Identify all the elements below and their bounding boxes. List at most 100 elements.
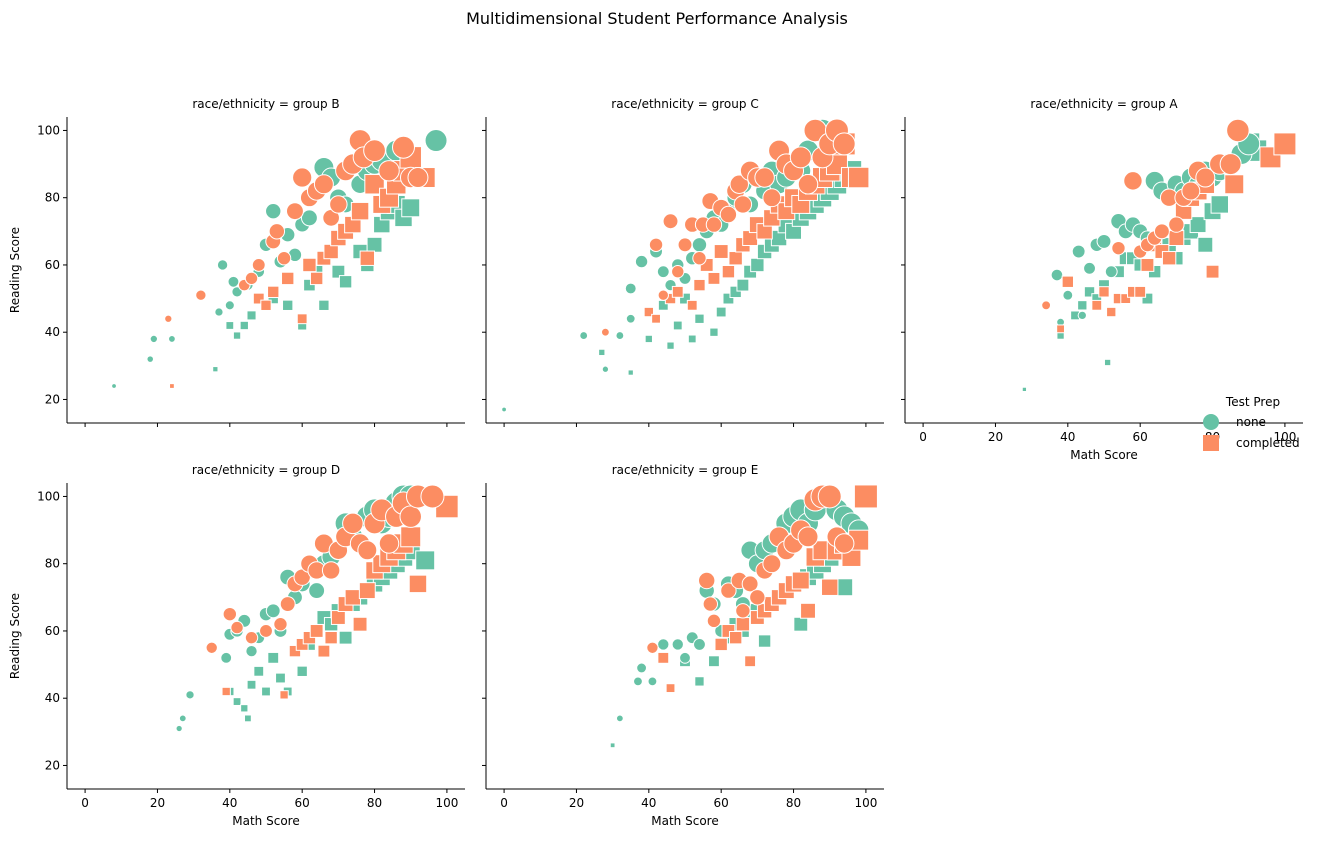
scatter-point-square bbox=[1061, 275, 1074, 288]
scatter-point-square bbox=[366, 236, 383, 253]
scatter-point-square bbox=[323, 243, 339, 260]
facet-title: race/ethnicity = group D bbox=[192, 463, 340, 477]
scatter-point-square bbox=[1098, 286, 1110, 298]
scatter-point-circle bbox=[662, 213, 679, 230]
scatter-point-square bbox=[1120, 293, 1132, 304]
scatter-point-circle bbox=[634, 254, 649, 269]
scatter-point-square bbox=[1189, 216, 1207, 234]
scatter-point-square bbox=[400, 526, 422, 548]
scatter-point-square bbox=[303, 278, 316, 292]
scatter-point-circle bbox=[647, 676, 658, 687]
scatter-point-square bbox=[665, 683, 676, 694]
scatter-point-circle bbox=[719, 205, 738, 224]
scatter-point-square bbox=[309, 624, 324, 638]
scatter-point-square bbox=[729, 285, 742, 299]
scatter-point-square bbox=[279, 690, 289, 700]
scatter-point-square bbox=[687, 334, 697, 344]
legend-label-completed: completed bbox=[1236, 436, 1300, 450]
scatter-point-square bbox=[791, 571, 810, 590]
scatter-point-square bbox=[821, 578, 839, 596]
scatter-point-circle bbox=[691, 237, 708, 253]
scatter-point-square bbox=[694, 313, 705, 324]
scatter-point-square bbox=[715, 306, 727, 318]
scatter-point-circle bbox=[251, 258, 266, 272]
scatter-point-circle bbox=[646, 641, 659, 654]
scatter-point-square bbox=[358, 582, 376, 600]
scatter-point-circle bbox=[321, 561, 341, 580]
x-tick-label: 100 bbox=[1273, 430, 1296, 444]
scatter-point-square bbox=[246, 679, 257, 690]
scatter-point-circle bbox=[342, 512, 364, 535]
legend: Test Prep none completed bbox=[1203, 395, 1300, 451]
y-axis-label: Reading Score bbox=[8, 593, 22, 679]
scatter-point-square bbox=[1197, 236, 1214, 253]
scatter-point-square bbox=[317, 644, 331, 658]
scatter-point-circle bbox=[222, 606, 238, 622]
scatter-point-square bbox=[352, 616, 368, 632]
scatter-point-square bbox=[728, 251, 743, 266]
legend-marker-completed bbox=[1203, 435, 1219, 451]
scatter-points bbox=[1021, 118, 1297, 393]
scatter-point-square bbox=[281, 271, 295, 286]
scatter-point-circle bbox=[268, 223, 286, 240]
scatter-point-square bbox=[295, 637, 309, 651]
scatter-point-circle bbox=[741, 575, 759, 593]
scatter-point-circle bbox=[420, 484, 445, 509]
scatter-point-circle bbox=[615, 331, 625, 340]
scatter-point-square bbox=[1083, 286, 1096, 298]
scatter-point-square bbox=[302, 257, 317, 273]
scatter-point-circle bbox=[1195, 167, 1216, 188]
scatter-point-square bbox=[225, 321, 235, 330]
scatter-point-circle bbox=[313, 174, 334, 195]
scatter-point-circle bbox=[149, 334, 158, 344]
scatter-point-square bbox=[714, 637, 728, 652]
x-tick-label: 20 bbox=[150, 796, 165, 810]
x-axis-label: Math Score bbox=[651, 814, 718, 828]
scatter-point-circle bbox=[276, 251, 292, 266]
scatter-point-square bbox=[672, 320, 683, 331]
scatter-point-circle bbox=[265, 202, 282, 220]
scatter-point-square bbox=[1021, 386, 1028, 393]
y-tick-label: 20 bbox=[45, 392, 60, 406]
facet-panel-4: race/ethnicity = group D 0 20 40 60 80 100 20 40… bbox=[8, 463, 465, 828]
y-tick-label: 40 bbox=[45, 691, 60, 705]
scatter-point-circle bbox=[648, 237, 664, 252]
scatter-point-square bbox=[318, 299, 330, 311]
scatter-point-square bbox=[260, 299, 272, 311]
scatter-point-circle bbox=[111, 383, 117, 389]
scatter-point-square bbox=[744, 655, 757, 668]
x-tick-label: 80 bbox=[786, 796, 801, 810]
scatter-point-square bbox=[721, 265, 736, 279]
scatter-point-circle bbox=[702, 596, 719, 612]
scatter-point-square bbox=[1168, 230, 1185, 247]
legend-label-none: none bbox=[1236, 415, 1266, 429]
scatter-point-circle bbox=[1083, 261, 1096, 275]
scatter-point-circle bbox=[615, 714, 624, 723]
scatter-point-circle bbox=[1050, 268, 1064, 282]
scatter-point-circle bbox=[735, 603, 751, 619]
scatter-point-circle bbox=[679, 651, 691, 664]
scatter-point-square bbox=[847, 166, 870, 189]
scatter-point-circle bbox=[424, 129, 448, 153]
scatter-point-circle bbox=[245, 644, 258, 658]
facet-panel-1: race/ethnicity = group B 20 40 60 80 100 Readi… bbox=[8, 97, 465, 427]
scatter-point-square bbox=[686, 299, 698, 311]
scatter-point-square bbox=[330, 610, 346, 625]
scatter-point-square bbox=[609, 742, 616, 749]
scatter-point-square bbox=[331, 264, 346, 279]
scatter-point-square bbox=[401, 198, 421, 218]
y-tick-label: 100 bbox=[37, 489, 60, 503]
scatter-point-circle bbox=[1181, 181, 1201, 201]
scatter-point-circle bbox=[391, 135, 415, 159]
scatter-point-circle bbox=[833, 533, 855, 554]
scatter-point-circle bbox=[205, 641, 218, 654]
facet-panel-3: race/ethnicity = group A020406080100Math… bbox=[901, 97, 1303, 462]
scatter-point-square bbox=[627, 369, 634, 376]
y-tick-label: 80 bbox=[45, 557, 60, 571]
scatter-point-circle bbox=[285, 202, 304, 221]
scatter-point-square bbox=[736, 278, 750, 292]
scatter-point-square bbox=[252, 292, 265, 305]
scatter-point-circle bbox=[1111, 240, 1126, 256]
scatter-point-circle bbox=[185, 690, 195, 700]
